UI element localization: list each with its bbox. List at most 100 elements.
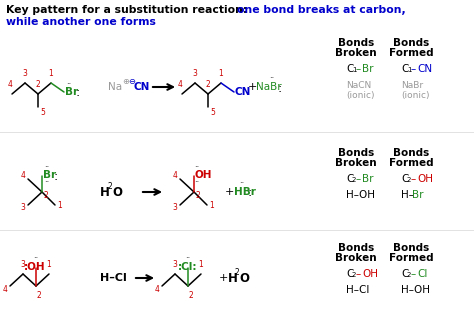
Text: H–Cl: H–Cl — [100, 273, 127, 283]
Text: 3: 3 — [192, 69, 198, 78]
Text: C: C — [346, 174, 354, 184]
Text: Formed: Formed — [389, 48, 433, 58]
Text: 1: 1 — [49, 69, 54, 78]
Text: O: O — [112, 185, 122, 199]
Text: O: O — [239, 272, 249, 285]
Text: 4: 4 — [3, 286, 8, 295]
Text: :: : — [248, 186, 252, 200]
Text: H–: H– — [401, 190, 414, 200]
Text: Broken: Broken — [335, 158, 377, 168]
Text: :: : — [278, 81, 282, 95]
Text: while another one forms: while another one forms — [6, 17, 156, 27]
Text: ··: ·· — [66, 80, 72, 89]
Text: 1: 1 — [209, 201, 214, 210]
Text: OH: OH — [362, 269, 378, 279]
Text: ··: ·· — [185, 255, 191, 264]
Text: Br: Br — [43, 170, 56, 180]
Text: Broken: Broken — [335, 48, 377, 58]
Text: 3: 3 — [172, 203, 177, 213]
Text: ··: ·· — [194, 179, 200, 187]
Text: CN: CN — [134, 82, 150, 92]
Text: one bond breaks at carbon,: one bond breaks at carbon, — [237, 5, 406, 15]
Text: C: C — [401, 269, 409, 279]
Text: ··: ·· — [33, 255, 38, 264]
Text: Bonds: Bonds — [338, 243, 374, 253]
Text: (ionic): (ionic) — [346, 91, 374, 100]
Text: 1: 1 — [199, 260, 203, 269]
Text: 5: 5 — [210, 108, 215, 117]
Text: ⊖: ⊖ — [128, 77, 135, 86]
Text: +: + — [225, 187, 234, 197]
Text: 2: 2 — [407, 272, 411, 278]
Text: –: – — [411, 269, 416, 279]
Text: 1: 1 — [219, 69, 223, 78]
Text: 2: 2 — [189, 291, 194, 300]
Text: ··: ·· — [194, 163, 200, 172]
Text: 1: 1 — [46, 260, 51, 269]
Text: HBr: HBr — [234, 187, 256, 197]
Text: +: + — [248, 82, 257, 92]
Text: H–Cl: H–Cl — [346, 285, 369, 295]
Text: 2: 2 — [44, 191, 49, 200]
Text: –: – — [356, 174, 361, 184]
Text: OH: OH — [195, 170, 212, 180]
Text: 3: 3 — [20, 260, 26, 269]
Text: 2: 2 — [108, 182, 113, 191]
Text: –: – — [411, 174, 416, 184]
Text: C: C — [346, 64, 354, 74]
Text: Bonds: Bonds — [393, 243, 429, 253]
Text: CN: CN — [235, 87, 251, 97]
Text: 3: 3 — [173, 260, 177, 269]
Text: :: : — [76, 87, 80, 99]
Text: 2: 2 — [352, 272, 356, 278]
Text: NaBr: NaBr — [256, 82, 282, 92]
Text: +: + — [219, 273, 228, 283]
Text: ··: ·· — [45, 179, 50, 187]
Text: Cl: Cl — [417, 269, 428, 279]
Text: Br: Br — [362, 174, 374, 184]
Text: –: – — [356, 64, 361, 74]
Text: 3: 3 — [23, 69, 27, 78]
Text: (ionic): (ionic) — [401, 91, 429, 100]
Text: 4: 4 — [178, 80, 182, 89]
Text: Bonds: Bonds — [338, 38, 374, 48]
Text: 1: 1 — [407, 67, 411, 73]
Text: 2: 2 — [36, 80, 40, 89]
Text: ··: ·· — [45, 163, 50, 172]
Text: ⊕: ⊕ — [122, 77, 129, 86]
Text: 4: 4 — [173, 171, 178, 180]
Text: 2: 2 — [352, 177, 356, 183]
Text: Broken: Broken — [335, 253, 377, 263]
Text: 1: 1 — [352, 67, 356, 73]
Text: 2: 2 — [196, 191, 201, 200]
Text: H–OH: H–OH — [401, 285, 430, 295]
Text: 3: 3 — [20, 203, 25, 213]
Text: 5: 5 — [40, 108, 45, 117]
Text: ··: ·· — [269, 75, 274, 84]
Text: Key pattern for a substitution reaction:: Key pattern for a substitution reaction: — [6, 5, 251, 15]
Text: Bonds: Bonds — [393, 148, 429, 158]
Text: 2: 2 — [37, 291, 42, 300]
Text: :Cl:: :Cl: — [178, 262, 198, 272]
Text: H–OH: H–OH — [346, 190, 375, 200]
Text: ··: ·· — [239, 180, 245, 189]
Text: C: C — [401, 64, 409, 74]
Text: OH: OH — [417, 174, 433, 184]
Text: 1: 1 — [57, 201, 62, 210]
Text: H: H — [100, 185, 110, 199]
Text: 4: 4 — [8, 80, 12, 89]
Text: 4: 4 — [21, 171, 26, 180]
Text: Bonds: Bonds — [393, 38, 429, 48]
Text: Br: Br — [362, 64, 374, 74]
Text: H: H — [228, 272, 238, 285]
Text: 2: 2 — [407, 177, 411, 183]
Text: C: C — [346, 269, 354, 279]
Text: –: – — [411, 64, 416, 74]
Text: :OH: :OH — [24, 262, 46, 272]
Text: –: – — [356, 269, 361, 279]
Text: NaCN: NaCN — [346, 81, 371, 90]
Text: Bonds: Bonds — [338, 148, 374, 158]
Text: NaBr: NaBr — [401, 81, 423, 90]
Text: 2: 2 — [206, 80, 210, 89]
Text: :: : — [54, 171, 58, 183]
